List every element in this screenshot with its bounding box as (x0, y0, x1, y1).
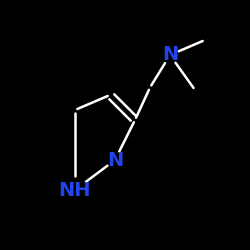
Text: N: N (162, 46, 178, 64)
Text: N: N (107, 150, 123, 170)
Text: NH: NH (59, 180, 91, 200)
